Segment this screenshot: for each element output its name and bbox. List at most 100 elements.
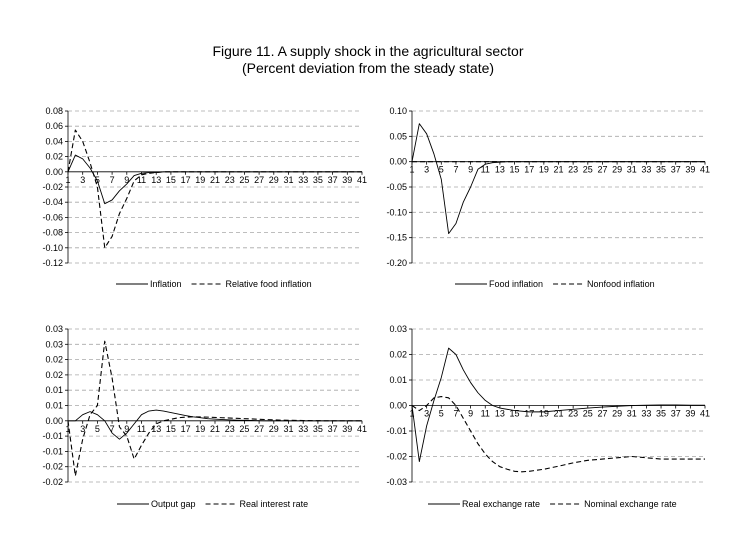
y-tick-label: 0.03 bbox=[45, 324, 63, 334]
x-tick-label: 27 bbox=[254, 424, 264, 434]
x-tick-label: 17 bbox=[181, 175, 191, 185]
series-line-0 bbox=[411, 347, 705, 463]
x-tick-label: 33 bbox=[641, 165, 651, 175]
x-tick-label: 11 bbox=[137, 424, 146, 434]
x-tick-label: 41 bbox=[357, 424, 367, 434]
x-tick-label: 13 bbox=[151, 424, 161, 434]
x-tick-label: 39 bbox=[685, 409, 695, 419]
x-tick-label: 19 bbox=[539, 409, 549, 419]
x-tick-label: 37 bbox=[328, 175, 338, 185]
x-tick-label: 25 bbox=[239, 175, 249, 185]
x-tick-label: 15 bbox=[510, 409, 520, 419]
x-tick-label: 19 bbox=[539, 165, 549, 175]
x-tick-label: 37 bbox=[671, 165, 681, 175]
y-tick-label: -0.02 bbox=[386, 452, 407, 462]
x-tick-label: 39 bbox=[342, 424, 352, 434]
x-tick-label: 15 bbox=[166, 424, 176, 434]
x-tick-label: 41 bbox=[700, 165, 710, 175]
y-tick-label: -0.02 bbox=[42, 182, 63, 192]
x-tick-label: 7 bbox=[110, 175, 115, 185]
x-tick-label: 39 bbox=[685, 165, 695, 175]
legend-label-1: Nonfood inflation bbox=[587, 279, 655, 289]
y-tick-label: 0.02 bbox=[45, 370, 63, 380]
x-tick-label: 15 bbox=[166, 175, 176, 185]
x-tick-label: 11 bbox=[481, 409, 490, 419]
y-tick-label: -0.02 bbox=[42, 477, 63, 487]
x-tick-label: 17 bbox=[181, 424, 191, 434]
y-tick-label: 0.01 bbox=[45, 401, 63, 411]
y-tick-label: 0.00 bbox=[389, 157, 407, 167]
y-tick-label: 0.00 bbox=[45, 167, 63, 177]
y-tick-label: -0.15 bbox=[386, 233, 407, 243]
x-tick-label: 29 bbox=[269, 175, 279, 185]
y-tick-label: -0.06 bbox=[42, 212, 63, 222]
x-tick-label: 21 bbox=[553, 165, 563, 175]
x-tick-label: 7 bbox=[453, 409, 458, 419]
x-tick-label: 37 bbox=[671, 409, 681, 419]
x-tick-label: 27 bbox=[597, 165, 607, 175]
x-tick-label: 35 bbox=[313, 175, 323, 185]
y-tick-label: 0.10 bbox=[389, 106, 407, 116]
legend-label-0: Food inflation bbox=[489, 279, 543, 289]
x-tick-label: 13 bbox=[151, 175, 161, 185]
series-line-1 bbox=[411, 396, 705, 473]
y-tick-label: -0.10 bbox=[42, 243, 63, 253]
y-tick-label: -0.10 bbox=[386, 207, 407, 217]
x-tick-label: 27 bbox=[254, 175, 264, 185]
y-tick-label: 0.03 bbox=[45, 339, 63, 349]
series-line-1 bbox=[67, 340, 362, 477]
x-tick-label: 27 bbox=[597, 409, 607, 419]
x-tick-label: 9 bbox=[124, 175, 129, 185]
x-tick-label: 3 bbox=[424, 165, 429, 175]
x-tick-label: 23 bbox=[225, 424, 235, 434]
x-tick-label: 3 bbox=[424, 409, 429, 419]
x-tick-label: 19 bbox=[195, 424, 205, 434]
legend-label-1: Nominal exchange rate bbox=[584, 499, 677, 509]
x-tick-label: 3 bbox=[80, 175, 85, 185]
x-tick-label: 29 bbox=[612, 409, 622, 419]
x-tick-label: 1 bbox=[65, 175, 70, 185]
x-tick-label: 21 bbox=[553, 409, 563, 419]
x-tick-label: 23 bbox=[568, 409, 578, 419]
x-tick-label: 31 bbox=[283, 175, 293, 185]
x-tick-label: 19 bbox=[195, 175, 205, 185]
y-tick-label: 0.06 bbox=[45, 121, 63, 131]
x-tick-label: 11 bbox=[481, 165, 490, 175]
x-tick-label: 15 bbox=[510, 165, 520, 175]
x-tick-label: 41 bbox=[700, 409, 710, 419]
figure-subtitle: (Percent deviation from the steady state… bbox=[241, 60, 495, 76]
x-tick-label: 35 bbox=[656, 409, 666, 419]
y-tick-label: 0.00 bbox=[45, 416, 63, 426]
x-tick-label: 31 bbox=[627, 165, 637, 175]
y-tick-label: -0.05 bbox=[386, 182, 407, 192]
x-tick-label: 3 bbox=[80, 424, 85, 434]
x-tick-label: 31 bbox=[627, 409, 637, 419]
y-tick-label: -0.08 bbox=[42, 228, 63, 238]
x-tick-label: 5 bbox=[439, 165, 444, 175]
legend-label-0: Real exchange rate bbox=[462, 499, 540, 509]
x-tick-label: 13 bbox=[495, 409, 505, 419]
x-tick-label: 33 bbox=[298, 424, 308, 434]
x-tick-label: 23 bbox=[568, 165, 578, 175]
x-tick-label: 25 bbox=[583, 409, 593, 419]
y-tick-label: -0.12 bbox=[42, 258, 63, 268]
x-tick-label: 9 bbox=[468, 165, 473, 175]
y-tick-label: 0.05 bbox=[389, 131, 407, 141]
legend-label-1: Real interest rate bbox=[240, 499, 309, 509]
series-line-1 bbox=[67, 129, 362, 249]
x-tick-label: 35 bbox=[656, 165, 666, 175]
x-tick-label: 5 bbox=[95, 424, 100, 434]
figure-title: Figure 11. A supply shock in the agricul… bbox=[212, 43, 524, 59]
x-tick-label: 29 bbox=[612, 165, 622, 175]
y-tick-label: -0.01 bbox=[42, 431, 63, 441]
legend-label-0: Output gap bbox=[151, 499, 196, 509]
x-tick-label: 17 bbox=[524, 165, 534, 175]
y-tick-label: 0.03 bbox=[389, 324, 407, 334]
x-tick-label: 41 bbox=[357, 175, 367, 185]
x-tick-label: 21 bbox=[210, 424, 220, 434]
y-tick-label: 0.01 bbox=[389, 375, 407, 385]
x-tick-label: 25 bbox=[239, 424, 249, 434]
x-tick-label: 5 bbox=[95, 175, 100, 185]
